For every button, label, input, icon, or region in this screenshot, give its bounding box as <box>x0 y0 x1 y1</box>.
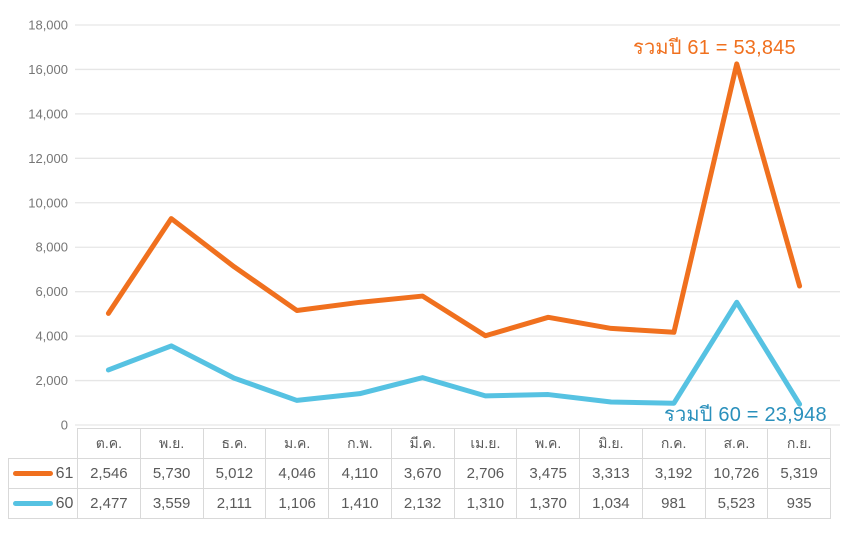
value-cell: 2,706 <box>453 458 518 489</box>
value-cell: 5,319 <box>767 458 831 489</box>
value-cell: 3,670 <box>390 458 455 489</box>
legend-series-label: 60 <box>55 494 74 512</box>
month-header-cell: ม.ค. <box>265 428 329 459</box>
value-cell: 3,559 <box>139 488 204 519</box>
value-cell: 3,313 <box>579 458 643 489</box>
value-cell: 5,523 <box>704 488 769 519</box>
value-cell: 2,477 <box>77 488 141 519</box>
chart-data-table: ต.ค. พ.ย. ธ.ค. ม.ค. ก.พ. มี.ค. เม.ย. พ.ค. มิ.ย. ก… <box>8 428 831 519</box>
month-header-cell: ก.ย. <box>767 428 831 459</box>
value-cell: 981 <box>641 488 706 519</box>
value-cell: 5,730 <box>139 458 204 489</box>
y-axis-tick-label: 12,000 <box>28 151 68 166</box>
value-cell: 1,310 <box>453 488 518 519</box>
legend-line-swatch <box>12 471 53 476</box>
legend-series-label: 61 <box>55 464 74 482</box>
month-header-cell: ก.ค. <box>641 428 706 459</box>
legend-cell-61: 61 <box>8 458 78 489</box>
y-axis-tick-label: 6,000 <box>35 284 68 299</box>
month-header-cell: ธ.ค. <box>202 428 267 459</box>
value-cell: 1,410 <box>328 488 392 519</box>
table-blank-corner <box>9 429 78 459</box>
month-header-cell: ต.ค. <box>77 428 141 459</box>
value-cell: 935 <box>767 488 831 519</box>
value-cell: 1,370 <box>516 488 580 519</box>
series-row-60: 60 2,477 3,559 2,111 1,106 1,410 2,132 1,310 1,3… <box>8 488 831 519</box>
month-header-cell: พ.ย. <box>139 428 204 459</box>
month-header-cell: พ.ค. <box>516 428 580 459</box>
value-cell: 2,132 <box>390 488 455 519</box>
month-header-cell: มิ.ย. <box>579 428 643 459</box>
month-header-cell: ก.พ. <box>328 428 392 459</box>
month-header-cell: มี.ค. <box>390 428 455 459</box>
value-cell: 4,046 <box>265 458 329 489</box>
value-cell: 10,726 <box>704 458 769 489</box>
series-row-61: 61 2,546 5,730 5,012 4,046 4,110 3,670 2,706 3,4… <box>8 458 831 489</box>
month-header-cell: เม.ย. <box>453 428 518 459</box>
table-header-row: ต.ค. พ.ย. ธ.ค. ม.ค. ก.พ. มี.ค. เม.ย. พ.ค. มิ.ย. ก… <box>9 428 831 459</box>
series-line-61 <box>105 61 803 339</box>
annotation-total-60: รวมปี 60 = 23,948 <box>664 404 827 426</box>
value-cell: 1,034 <box>579 488 643 519</box>
value-cell: 2,546 <box>77 458 141 489</box>
value-cell: 3,475 <box>516 458 580 489</box>
y-axis-tick-label: 4,000 <box>35 329 68 344</box>
annotation-total-61: รวมปี 61 = 53,845 <box>633 37 796 59</box>
y-axis-tick-label: 18,000 <box>28 18 68 33</box>
y-axis-tick-label: 0 <box>61 418 68 431</box>
y-axis-tick-label: 14,000 <box>28 106 68 121</box>
y-axis-tick-label: 2,000 <box>35 373 68 388</box>
value-cell: 2,111 <box>202 488 267 519</box>
y-axis-tick-label: 8,000 <box>35 240 68 255</box>
series-line-60 <box>105 299 803 407</box>
legend-cell-60: 60 <box>8 488 78 519</box>
value-cell: 4,110 <box>328 458 392 489</box>
y-axis-tick-label: 10,000 <box>28 195 68 210</box>
legend-line-swatch <box>12 501 53 506</box>
month-header-cell: ส.ค. <box>704 428 769 459</box>
y-axis-tick-label: 16,000 <box>28 62 68 77</box>
value-cell: 5,012 <box>202 458 267 489</box>
line-chart-plot: 0 2,000 4,000 6,000 8,000 10,000 12,000 14,000 1… <box>28 18 840 431</box>
value-cell: 1,106 <box>265 488 329 519</box>
value-cell: 3,192 <box>641 458 706 489</box>
